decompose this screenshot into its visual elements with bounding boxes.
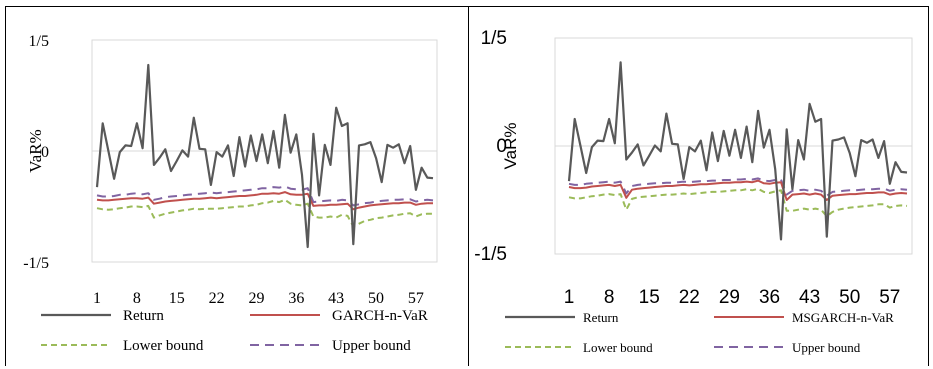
chart-panel-garch: 1/5 0 -1/5 VaR% 1 8 15 22 29 36 43 50 57 Return GARCH-… (5, 6, 468, 366)
x-tick-label: 15 (639, 287, 660, 308)
legend-label: GARCH-n-VaR (332, 308, 428, 324)
frame-left-border (5, 6, 6, 366)
y-tick-label: 0 (496, 136, 507, 157)
x-tick-label: 8 (133, 290, 141, 307)
series-line-return (567, 61, 908, 241)
frame-right-border (928, 6, 929, 366)
series-line-upper-bound (568, 177, 908, 197)
y-tick-label: -1/5 (23, 255, 49, 272)
chart-panel-msgarch: 1/5 0 -1/5 VaR% 1 8 15 22 29 36 43 50 57 Return MSGARC… (469, 6, 929, 366)
x-tick-label: 1 (93, 290, 101, 307)
panel-divider (468, 6, 469, 366)
x-tick-label: 57 (408, 290, 424, 307)
legend-label: Lower bound (123, 338, 204, 354)
y-tick-label: 0 (41, 144, 49, 161)
series-line-garch-n-var (96, 191, 433, 211)
y-tick-label: -1/5 (474, 244, 507, 265)
legend-label: Return (123, 308, 164, 324)
x-tick-label: 36 (288, 290, 304, 307)
x-tick-label: 43 (799, 287, 820, 308)
legend-label: Lower bound (583, 340, 653, 355)
x-tick-label: 22 (209, 290, 225, 307)
x-tick-label: 50 (839, 287, 860, 308)
frame-top-border (5, 6, 929, 7)
legend-label: MSGARCH-n-VaR (792, 310, 894, 325)
series-line-lower-bound (568, 187, 908, 218)
x-tick-label: 57 (879, 287, 900, 308)
series-line-upper-bound (96, 185, 434, 207)
x-tick-label: 8 (604, 287, 615, 308)
series-line-msgarch-n-var (568, 179, 908, 201)
y-tick-label: 1/5 (481, 28, 507, 49)
y-tick-label: 1/5 (29, 33, 49, 50)
x-tick-label: 36 (759, 287, 780, 308)
y-axis-label: VaR% (501, 123, 520, 170)
x-tick-label: 15 (169, 290, 185, 307)
x-tick-label: 50 (368, 290, 384, 307)
x-tick-label: 22 (679, 287, 700, 308)
legend-label: Return (583, 310, 619, 325)
x-tick-label: 43 (328, 290, 344, 307)
legend-label: Upper bound (792, 340, 861, 355)
chart-garch-svg: 1/5 0 -1/5 VaR% 1 8 15 22 29 36 43 50 57 Return GARCH-… (23, 33, 438, 354)
y-axis-label: VaR% (26, 129, 45, 172)
chart-msgarch-svg: 1/5 0 -1/5 VaR% 1 8 15 22 29 36 43 50 57 Return MSGARC… (474, 28, 913, 355)
x-tick-label: 1 (564, 287, 575, 308)
figure: 1/5 0 -1/5 VaR% 1 8 15 22 29 36 43 50 57 Return GARCH-… (5, 6, 929, 366)
series-line-return (95, 63, 434, 249)
legend-label: Upper bound (332, 338, 411, 354)
series-line-lower-bound (96, 198, 433, 228)
x-tick-label: 29 (248, 290, 264, 307)
x-tick-label: 29 (719, 287, 740, 308)
